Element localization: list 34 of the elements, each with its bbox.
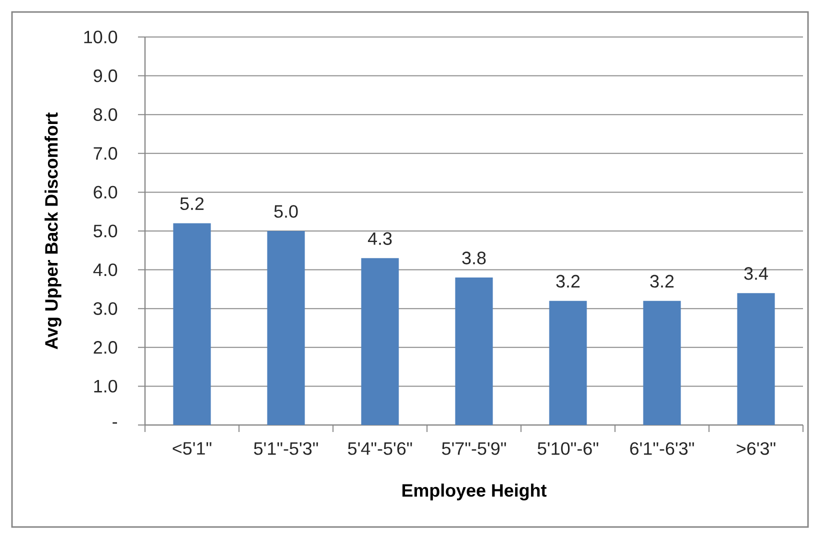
bar xyxy=(643,300,681,425)
x-tick-label: 5'4"-5'6" xyxy=(348,442,412,455)
y-tick-label: 4.0 xyxy=(93,263,118,276)
y-axis-title: Avg Upper Back Discomfort xyxy=(44,112,62,350)
bar xyxy=(455,278,493,425)
y-tick-label: 10.0 xyxy=(84,30,118,44)
bar xyxy=(361,258,399,425)
bar xyxy=(549,300,587,425)
y-tick-label: 8.0 xyxy=(94,108,118,121)
y-tick-label: 5.0 xyxy=(94,224,118,238)
data-label: 4.3 xyxy=(368,232,392,245)
data-label: 3.8 xyxy=(462,252,486,264)
x-tick-label: 6'1"-6'3" xyxy=(630,442,694,455)
y-tick-label: 7.0 xyxy=(94,147,118,160)
data-label: 5.2 xyxy=(180,197,204,210)
bar xyxy=(173,223,211,425)
data-label: 5.0 xyxy=(274,205,298,218)
data-label: 3.2 xyxy=(650,274,674,288)
x-tick-label: >6'3" xyxy=(736,442,776,455)
x-axis-title: Employee Height xyxy=(402,484,547,500)
y-tick-label: 3.0 xyxy=(94,302,118,315)
bar xyxy=(737,293,775,425)
bar xyxy=(267,230,305,425)
x-tick-label: 5'10"-6" xyxy=(538,442,598,455)
x-tick-label: 5'7"-5'9" xyxy=(442,442,506,455)
x-tick-label: <5'1" xyxy=(172,442,212,455)
x-tick-label: 5'1"-5'3" xyxy=(254,442,318,455)
data-label: 3.2 xyxy=(556,274,580,288)
y-tick-label: - xyxy=(112,422,117,424)
y-tick-label: 6.0 xyxy=(94,186,118,199)
y-tick-label: 1.0 xyxy=(94,380,118,393)
y-tick-label: 2.0 xyxy=(94,341,118,354)
y-tick-label: 9.0 xyxy=(94,69,118,82)
data-label: 3.4 xyxy=(744,267,768,280)
